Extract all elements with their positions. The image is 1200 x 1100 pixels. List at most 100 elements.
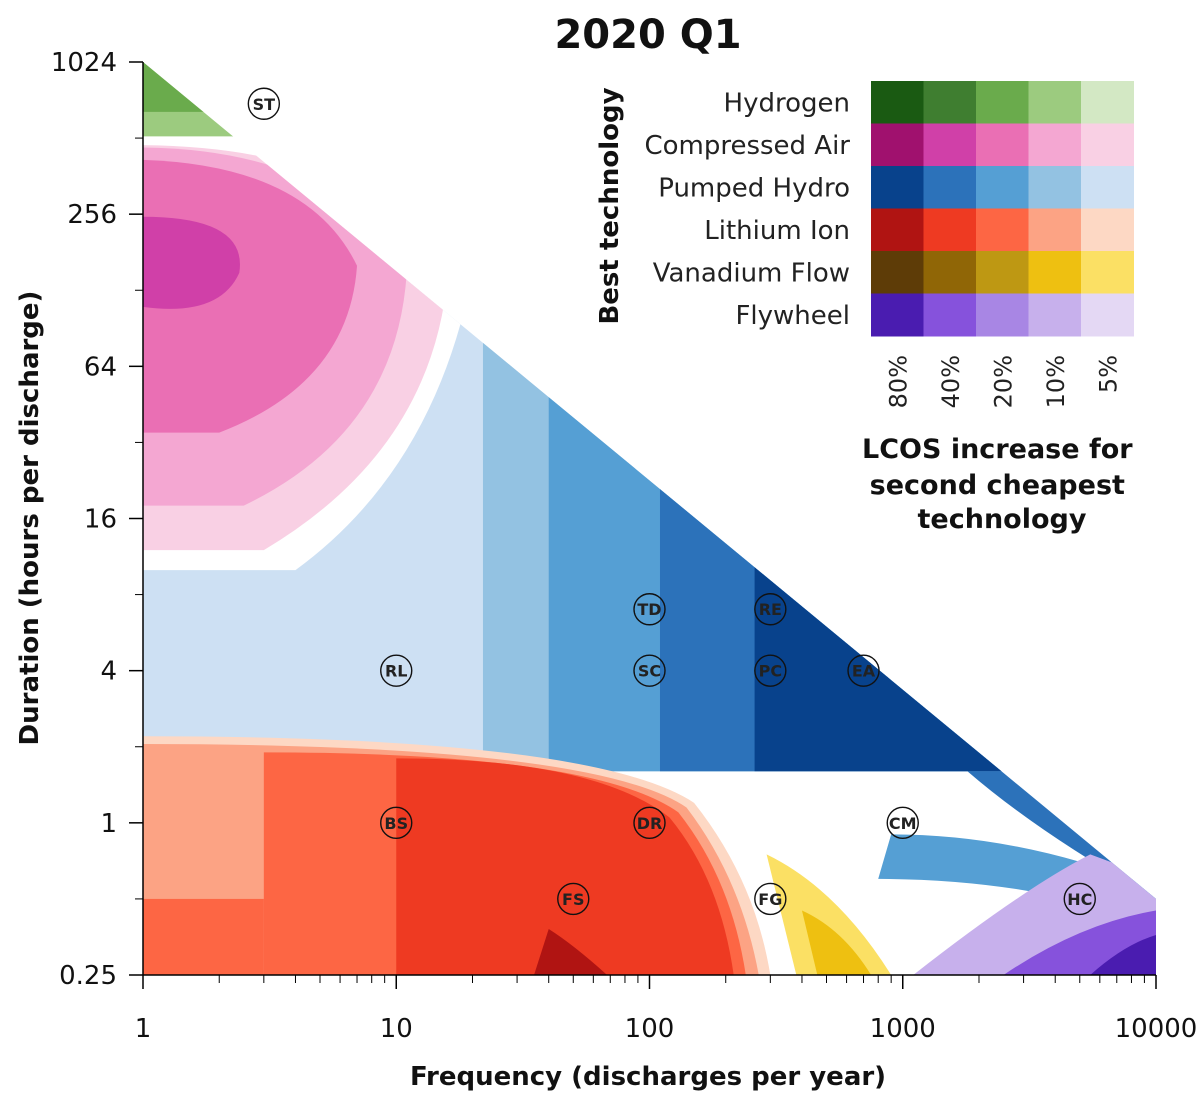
y-tick-label-1: 1 (100, 809, 117, 839)
lcos-note-line-1: LCOS increase for (862, 434, 1133, 465)
legend-swatch (1081, 166, 1134, 209)
legend-swatch (1081, 123, 1134, 167)
marker-rl: RL (380, 654, 413, 687)
flywheel-band-3 (1090, 934, 1156, 975)
legend-percent-40: 40% (937, 355, 965, 408)
hydrogen-band-2 (143, 62, 309, 112)
legend-swatch (871, 81, 924, 124)
marker-label: TD (637, 600, 661, 619)
marker-circle (1063, 882, 1096, 916)
legend-swatch (923, 251, 977, 294)
vanadium-flow-band-1 (766, 854, 892, 975)
y-tick-label-64: 64 (84, 352, 117, 382)
marker-cm: CM (886, 806, 919, 840)
legend-swatch (923, 208, 977, 252)
x-tick-label-10000: 10000 (1115, 1014, 1198, 1044)
legend-label-pumped-hydro: Pumped Hydro (658, 173, 850, 203)
marker-label: RE (759, 600, 782, 619)
marker-label: EA (852, 662, 876, 681)
legend-label-lithium-ion: Lithium Ion (704, 216, 850, 246)
x-tick-label-10: 10 (380, 1014, 413, 1044)
marker-circle (847, 654, 880, 687)
marker-re: RE (754, 593, 787, 626)
legend-swatch (1028, 251, 1082, 294)
legend-swatch (976, 251, 1029, 294)
legend-swatch (976, 208, 1029, 252)
legend: Best technology Hydrogen Compressed Air Pu… (595, 81, 1142, 535)
x-axis-label: Frequency (discharges per year) (410, 1062, 886, 1092)
legend-percent-labels: 80% 40% 20% 10% 5% (884, 355, 1122, 408)
chart-title: 2020 Q1 (554, 12, 741, 58)
legend-swatch (976, 123, 1029, 167)
legend-swatch (923, 166, 977, 209)
legend-swatch (923, 123, 977, 167)
y-axis-label: Duration (hours per discharge) (15, 291, 45, 746)
marker-label: BS (384, 814, 408, 833)
legend-swatch (976, 81, 1029, 124)
marker-circle (633, 654, 666, 687)
marker-st: ST (247, 87, 281, 120)
marker-label: RL (385, 662, 408, 681)
marker-circle (247, 87, 281, 120)
legend-swatch (1081, 293, 1134, 337)
marker-label: FG (758, 890, 782, 909)
legend-swatch (1028, 208, 1082, 252)
compressed-air-band-5 (143, 216, 240, 309)
marker-circle (380, 654, 413, 687)
y-tick-label-16: 16 (84, 505, 117, 535)
marker-circle (380, 806, 413, 840)
marker-fs: FS (557, 882, 590, 916)
legend-label-hydrogen: Hydrogen (724, 88, 850, 118)
x-tick-label-100: 100 (625, 1014, 675, 1044)
marker-label: HC (1067, 890, 1092, 909)
marker-circle (754, 654, 787, 687)
legend-percent-80: 80% (884, 355, 912, 408)
marker-sc: SC (633, 654, 666, 687)
legend-swatch (871, 166, 924, 209)
legend-swatch (1028, 123, 1082, 167)
legend-percent-5: 5% (1094, 355, 1122, 393)
legend-swatch (923, 293, 977, 337)
legend-swatch (976, 166, 1029, 209)
lithium-ion-band-6 (143, 898, 264, 975)
legend-swatch (871, 251, 924, 294)
legend-swatch (1081, 208, 1134, 252)
vanadium-flow-band-2 (801, 910, 872, 975)
marker-label: FS (562, 890, 584, 909)
y-tick-label-1024: 1024 (51, 48, 117, 78)
marker-pc: PC (754, 654, 787, 687)
legend-swatch (1028, 81, 1082, 124)
legend-label-compressed-air: Compressed Air (644, 131, 850, 161)
legend-swatch (923, 81, 977, 124)
lcos-note-line-3: technology (918, 504, 1087, 535)
axes: 1 10 100 1000 10000 0.25 1 4 16 64 256 1024 (51, 48, 1198, 1044)
y-tick-label-0.25: 0.25 (59, 961, 117, 991)
legend-percent-20: 20% (989, 355, 1017, 408)
lcos-note: LCOS increase for second cheapest techno… (862, 434, 1142, 535)
x-tick-label-1000: 1000 (870, 1014, 936, 1044)
marker-label: CM (889, 814, 917, 833)
legend-swatch (871, 208, 924, 252)
marker-ea: EA (847, 654, 880, 687)
marker-circle (754, 882, 787, 916)
legend-rows: Hydrogen Compressed Air Pumped Hydro Lithiu… (644, 81, 1134, 337)
legend-swatch (1081, 251, 1134, 294)
legend-label-flywheel: Flywheel (735, 301, 850, 331)
marker-bs: BS (380, 806, 413, 840)
application-markers: ST TD RE RL SC PC EA BS DR CM FS FG HC (247, 87, 1096, 916)
legend-swatch (871, 293, 924, 337)
legend-swatch (1028, 293, 1082, 337)
marker-label: PC (759, 662, 782, 681)
marker-circle (633, 806, 666, 840)
marker-fg: FG (754, 882, 787, 916)
legend-label-vanadium-flow: Vanadium Flow (653, 258, 850, 288)
marker-circle (557, 882, 590, 916)
legend-swatch (1081, 81, 1134, 124)
legend-swatch (1028, 166, 1082, 209)
y-tick-label-256: 256 (67, 200, 117, 230)
y-tick-label-4: 4 (100, 657, 117, 687)
lithium-ion-band-4 (396, 758, 734, 975)
marker-label: SC (638, 662, 661, 681)
marker-circle (633, 593, 666, 626)
